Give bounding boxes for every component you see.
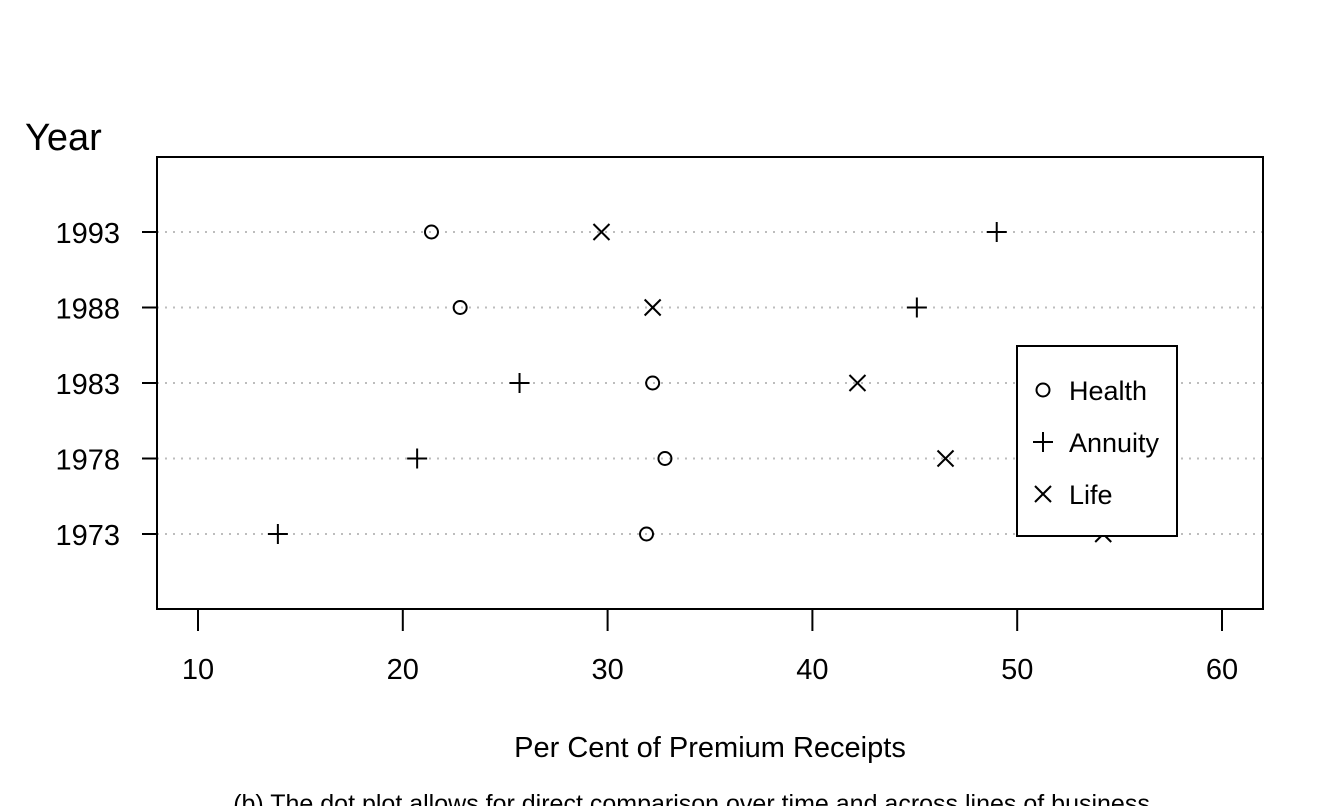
point-health-1973 — [639, 526, 655, 542]
y-tick-label: 1973 — [55, 520, 120, 552]
point-life-1978 — [936, 449, 955, 468]
legend: Health Annuity Life — [1016, 345, 1178, 537]
point-annuity-1993 — [986, 222, 1007, 242]
legend-marker-health — [1035, 382, 1051, 398]
point-health-1993 — [423, 224, 439, 240]
y-tick-label: 1993 — [55, 218, 120, 250]
point-health-1983 — [645, 375, 661, 391]
y-tick-label: 1983 — [55, 369, 120, 401]
legend-label: Life — [1069, 480, 1113, 510]
point-annuity-1973 — [267, 524, 288, 544]
x-tick-label: 40 — [796, 654, 828, 686]
x-tick-label: 60 — [1206, 654, 1238, 686]
x-tick-label: 10 — [182, 654, 214, 686]
y-tick-label: 1988 — [55, 294, 120, 326]
point-health-1978 — [657, 451, 673, 466]
legend-label: Annuity — [1069, 428, 1160, 458]
x-axis-title: Per Cent of Premium Receipts — [514, 732, 906, 764]
legend-label: Health — [1069, 376, 1147, 406]
point-annuity-1978 — [407, 448, 428, 469]
figure-caption: (b) The dot plot allows for direct compa… — [233, 790, 1157, 806]
point-life-1993 — [592, 223, 611, 241]
point-annuity-1988 — [906, 297, 927, 318]
x-tick-label: 30 — [591, 654, 623, 686]
x-axis: 10 20 30 40 50 60 — [182, 608, 1238, 686]
data-points — [267, 222, 1112, 544]
point-life-1983 — [848, 374, 867, 392]
point-life-1988 — [643, 298, 662, 317]
x-tick-label: 50 — [1001, 654, 1033, 686]
y-axis: 1973 1978 1983 1988 1993 — [55, 218, 157, 552]
y-axis-title: Year — [25, 117, 102, 159]
x-tick-label: 20 — [387, 654, 419, 686]
legend-box — [1016, 345, 1178, 537]
legend-marker-life — [1034, 485, 1052, 503]
y-tick-label: 1978 — [55, 445, 120, 477]
legend-marker-annuity — [1033, 432, 1053, 452]
point-annuity-1983 — [509, 373, 530, 393]
point-health-1988 — [452, 300, 468, 315]
